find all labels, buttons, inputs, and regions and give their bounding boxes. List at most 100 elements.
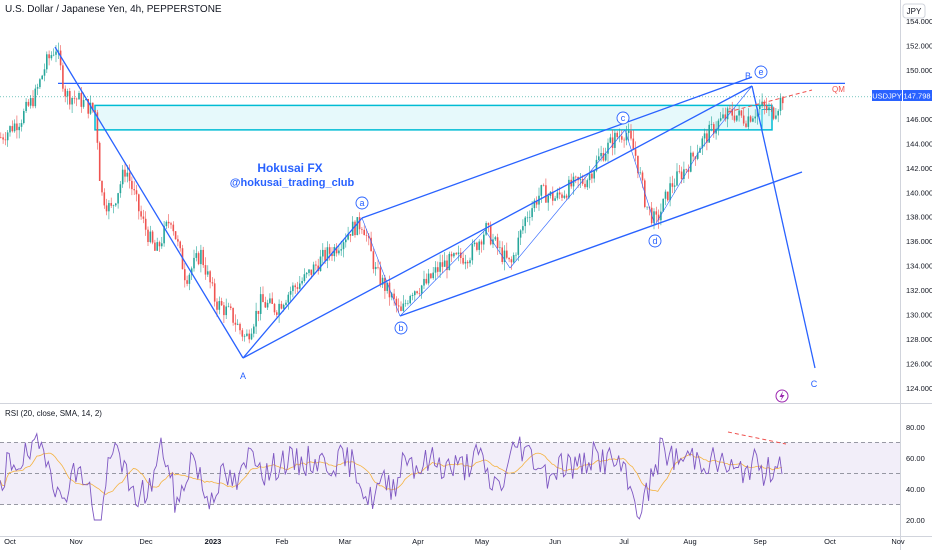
- candle-body: [241, 330, 244, 337]
- candle-body: [170, 223, 172, 225]
- candle-body: [478, 241, 480, 250]
- candle-body: [216, 301, 218, 310]
- wave-label: c: [621, 113, 626, 123]
- candle-body: [483, 234, 485, 245]
- candle-body: [342, 242, 345, 250]
- candle-body: [632, 138, 635, 150]
- inner-wave-line: [654, 149, 701, 226]
- candle-body: [448, 253, 451, 271]
- candle-body: [678, 171, 681, 172]
- wave-label: e: [758, 67, 763, 77]
- candle-body: [669, 183, 671, 201]
- candle-body: [184, 269, 186, 281]
- candle-body: [266, 302, 269, 308]
- candle-body: [729, 108, 731, 109]
- candle-body: [9, 126, 11, 133]
- candle-body: [740, 110, 743, 116]
- candle-body: [476, 242, 478, 250]
- candle-body: [29, 98, 32, 106]
- candle-body: [487, 223, 490, 226]
- candle-body: [315, 264, 317, 266]
- price-tick-label: 152.000: [906, 41, 932, 50]
- price-tick-label: 124.000: [906, 384, 932, 393]
- candle-body: [317, 265, 319, 272]
- price-tick-label: 130.000: [906, 311, 932, 320]
- candle-body: [671, 183, 674, 187]
- candle-body: [471, 244, 474, 261]
- wave-label-circle: [754, 65, 768, 79]
- candle-body: [556, 192, 559, 199]
- candle-body: [234, 322, 237, 325]
- supply-zone[interactable]: [94, 104, 773, 131]
- inner-wave-line: [509, 129, 626, 269]
- time-axis[interactable]: Oct Nov Dec 2023 Feb Mar Apr May Jun Jul Aug Sep Oct…: [4, 537, 905, 546]
- candle-body: [547, 195, 549, 203]
- candle-body: [692, 152, 694, 157]
- candle-body: [770, 107, 773, 108]
- time-tick-label: Mar: [339, 537, 352, 546]
- candle-body: [80, 92, 83, 107]
- candle-body: [779, 97, 782, 111]
- candle-body: [101, 180, 103, 193]
- rsi-ma-line: [0, 452, 783, 496]
- candle-body: [393, 293, 395, 299]
- candle-body: [18, 126, 20, 131]
- candle-body: [236, 323, 239, 325]
- candle-body: [250, 333, 253, 340]
- candle-body: [312, 264, 315, 275]
- candle-body: [575, 176, 577, 178]
- candle-body: [512, 255, 515, 263]
- candle-body: [749, 116, 752, 122]
- time-tick-label: May: [475, 537, 489, 546]
- candle-body: [62, 65, 64, 89]
- candle-body: [11, 126, 14, 132]
- candle-body: [338, 250, 340, 254]
- candle-body: [340, 249, 342, 251]
- candle-body: [280, 303, 283, 309]
- time-tick-label: Sep: [753, 537, 766, 546]
- candle-body: [719, 118, 722, 121]
- time-tick-label: Dec: [139, 537, 153, 546]
- rsi-pane: [0, 442, 900, 505]
- candle-body: [775, 115, 777, 119]
- candle-body: [409, 296, 411, 304]
- candle-body: [616, 132, 618, 138]
- candle-body: [131, 180, 133, 190]
- candle-body: [2, 137, 4, 140]
- rsi-axis[interactable]: 80.00 60.00 40.00 20.00: [906, 423, 925, 525]
- candle-body: [0, 137, 2, 138]
- candle-body: [535, 200, 538, 205]
- candle-body: [292, 285, 294, 292]
- candle-body: [276, 312, 278, 315]
- candle-body: [519, 230, 522, 238]
- rsi-line: [0, 432, 783, 521]
- candle-body: [637, 155, 639, 174]
- candle-body: [565, 195, 568, 198]
- candle-body: [225, 306, 227, 316]
- candle-body: [439, 262, 441, 272]
- candle-body: [506, 250, 508, 258]
- candle-body: [701, 138, 704, 149]
- candle-body: [485, 223, 487, 235]
- price-axis[interactable]: 154.000152.000150.000148.000146.000144.0…: [906, 17, 932, 393]
- currency-button[interactable]: JPY: [902, 3, 926, 19]
- candle-body: [27, 101, 30, 106]
- candle-body: [657, 214, 660, 221]
- last-price-tag-bg: [903, 90, 932, 101]
- elliott-wave-drawing[interactable]: Aa b c d B e C: [54, 46, 818, 389]
- candle-body: [223, 305, 225, 316]
- candle-body: [64, 88, 66, 97]
- candle-body: [639, 172, 641, 174]
- time-tick-label: Jun: [549, 537, 561, 546]
- lightning-icon[interactable]: [775, 389, 789, 403]
- candle-body: [441, 262, 444, 267]
- candle-body: [381, 277, 384, 285]
- candle-body: [71, 97, 73, 105]
- symbol-title: U.S. Dollar / Japanese Yen, 4h, PEPPERST…: [5, 4, 222, 15]
- time-tick-label: Feb: [276, 537, 289, 546]
- candle-body: [542, 185, 545, 186]
- candle-body: [499, 247, 501, 249]
- candle-body: [604, 153, 607, 161]
- candle-body: [501, 247, 503, 263]
